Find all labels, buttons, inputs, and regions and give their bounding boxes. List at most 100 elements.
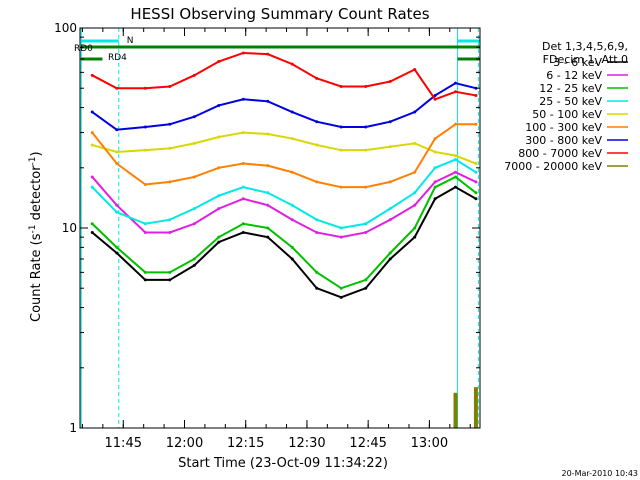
series-4-point-0 bbox=[90, 143, 94, 147]
series-2-point-2 bbox=[143, 270, 147, 274]
series-3-point-5 bbox=[217, 194, 221, 198]
series-6-point-14 bbox=[433, 93, 437, 97]
series-2-point-0 bbox=[90, 222, 94, 226]
series-5-point-6 bbox=[241, 162, 245, 166]
series-7-point-5 bbox=[217, 59, 221, 63]
series-0-point-6 bbox=[241, 230, 245, 234]
series-7-point-2 bbox=[143, 86, 147, 90]
series-3-point-2 bbox=[143, 222, 147, 226]
night-label: N bbox=[127, 36, 134, 46]
series-1-point-0 bbox=[90, 175, 94, 179]
series-5-point-13 bbox=[413, 170, 417, 174]
series-0-point-13 bbox=[413, 235, 417, 239]
series-4-point-13 bbox=[413, 141, 417, 145]
series-0-point-10 bbox=[339, 295, 343, 299]
series-4-point-12 bbox=[388, 145, 392, 149]
series-2-point-11 bbox=[364, 278, 368, 282]
x-axis-label: Start Time (23-Oct-09 11:34:22) bbox=[178, 456, 388, 471]
axes-layer: 1 10 100 11:45 12:00 12:15 12:30 12:45 13:00 bbox=[54, 21, 481, 451]
x-tick-label-0: 11:45 bbox=[105, 436, 142, 451]
series-1-point-12 bbox=[388, 218, 392, 222]
y-axis-label-sup2: -1 bbox=[28, 156, 38, 165]
series-7-point-6 bbox=[241, 51, 245, 55]
series-5-point-14 bbox=[433, 137, 437, 141]
series-4-point-9 bbox=[315, 143, 319, 147]
series-3-point-11 bbox=[364, 222, 368, 226]
y-axis-label-sup1: -1 bbox=[28, 224, 38, 233]
series-5-point-9 bbox=[315, 180, 319, 184]
legend-label-1: 6 - 12 keV bbox=[546, 69, 602, 82]
series-8-bar-1 bbox=[473, 387, 478, 428]
series-5-point-11 bbox=[364, 185, 368, 189]
series-5-point-15 bbox=[454, 122, 458, 126]
series-7-point-10 bbox=[339, 84, 343, 88]
series-5-point-10 bbox=[339, 185, 343, 189]
series-6-point-12 bbox=[388, 120, 392, 124]
series-2-point-6 bbox=[241, 222, 245, 226]
series-2-point-9 bbox=[315, 270, 319, 274]
series-2-point-3 bbox=[168, 270, 172, 274]
series-3-point-8 bbox=[290, 203, 294, 207]
series-7-point-13 bbox=[413, 68, 417, 72]
series-3-point-1 bbox=[115, 210, 119, 214]
series-1-point-6 bbox=[241, 197, 245, 201]
series-1-point-4 bbox=[192, 222, 196, 226]
legend-label-6: 300 - 800 keV bbox=[525, 134, 602, 147]
series-4-point-10 bbox=[339, 148, 343, 152]
series-4-point-6 bbox=[241, 131, 245, 135]
y-tick-label-0: 1 bbox=[69, 421, 77, 435]
series-0-point-12 bbox=[388, 257, 392, 261]
series-2-point-7 bbox=[266, 226, 270, 230]
series-7-point-16 bbox=[474, 93, 478, 97]
legend-label-8: 7000 - 20000 keV bbox=[504, 160, 602, 173]
series-6-point-3 bbox=[168, 122, 172, 126]
series-6-point-8 bbox=[290, 110, 294, 114]
series-2-point-8 bbox=[290, 245, 294, 249]
series-6-point-10 bbox=[339, 125, 343, 129]
series-6-point-13 bbox=[413, 110, 417, 114]
series-1-point-15 bbox=[454, 170, 458, 174]
series-7-point-14 bbox=[433, 97, 437, 101]
series-6-point-15 bbox=[454, 81, 458, 85]
series-2-point-15 bbox=[454, 175, 458, 179]
series-3-point-6 bbox=[241, 185, 245, 189]
series-5-point-7 bbox=[266, 164, 270, 168]
series-3-point-14 bbox=[433, 166, 437, 170]
series-7-point-4 bbox=[192, 73, 196, 77]
x-tick-label-4: 12:45 bbox=[349, 436, 386, 451]
series-7-point-15 bbox=[454, 90, 458, 94]
series-1-point-8 bbox=[290, 218, 294, 222]
series-layer bbox=[90, 51, 478, 428]
series-6-point-5 bbox=[217, 103, 221, 107]
y-axis-label-main: Count Rate (s bbox=[29, 233, 44, 322]
series-5-point-3 bbox=[168, 180, 172, 184]
series-4-point-1 bbox=[115, 150, 119, 154]
series-3-point-12 bbox=[388, 207, 392, 211]
series-1-point-5 bbox=[217, 207, 221, 211]
series-3-point-3 bbox=[168, 218, 172, 222]
legend-label-2: 12 - 25 keV bbox=[539, 82, 602, 95]
series-0-point-8 bbox=[290, 257, 294, 261]
legend-label-5: 100 - 300 keV bbox=[525, 121, 602, 134]
x-tick-label-5: 13:00 bbox=[411, 436, 448, 451]
series-4-point-7 bbox=[266, 132, 270, 136]
series-4-point-15 bbox=[454, 154, 458, 158]
series-0-point-2 bbox=[143, 278, 147, 282]
legend-label-0: 3 - 6 keV bbox=[553, 56, 602, 69]
series-1-point-13 bbox=[413, 203, 417, 207]
series-6-point-6 bbox=[241, 97, 245, 101]
series-0-point-7 bbox=[266, 235, 270, 239]
series-2-point-10 bbox=[339, 286, 343, 290]
series-5-point-1 bbox=[115, 162, 119, 166]
series-4-point-3 bbox=[168, 146, 172, 150]
series-2-point-12 bbox=[388, 251, 392, 255]
legend-label-4: 50 - 100 keV bbox=[532, 108, 602, 121]
series-6-point-4 bbox=[192, 115, 196, 119]
legend-header-1: FDecim 1, Att 0 bbox=[543, 53, 628, 66]
series-7-point-11 bbox=[364, 84, 368, 88]
series-1-point-16 bbox=[474, 180, 478, 184]
series-7-point-8 bbox=[290, 62, 294, 66]
series-0-point-1 bbox=[115, 251, 119, 255]
series-0-point-15 bbox=[454, 185, 458, 189]
series-6-point-16 bbox=[474, 86, 478, 90]
